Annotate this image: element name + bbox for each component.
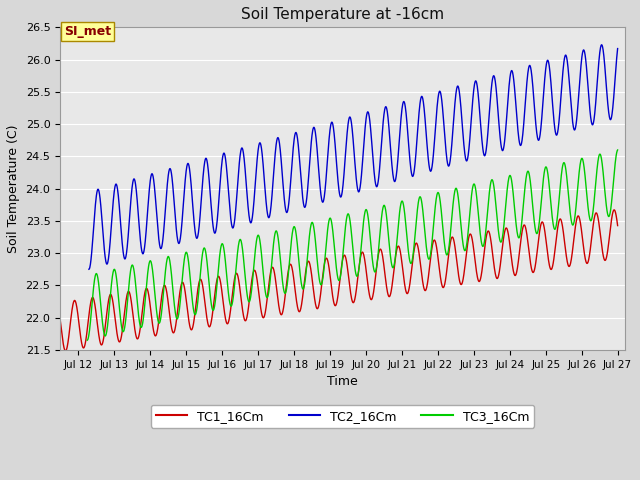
TC2_16Cm — [598, 42, 605, 48]
TC3_16Cm — [439, 225, 447, 231]
TC1_16Cm — [294, 307, 302, 313]
TC1_16Cm — [603, 253, 611, 259]
TC3_16Cm — [450, 194, 458, 200]
TC3_16Cm — [544, 170, 552, 176]
Title: Soil Temperature at -16cm: Soil Temperature at -16cm — [241, 7, 444, 22]
Legend: TC1_16Cm, TC2_16Cm, TC3_16Cm: TC1_16Cm, TC2_16Cm, TC3_16Cm — [151, 405, 534, 428]
TC1_16Cm — [543, 244, 550, 250]
TC1_16Cm — [611, 207, 618, 213]
TC1_16Cm — [120, 315, 128, 321]
TC1_16Cm — [614, 223, 621, 228]
Line: TC1_16Cm: TC1_16Cm — [60, 210, 618, 351]
TC2_16Cm — [228, 224, 236, 229]
TC2_16Cm — [460, 140, 468, 145]
Text: SI_met: SI_met — [64, 25, 111, 38]
TC3_16Cm — [484, 199, 492, 205]
Y-axis label: Soil Temperature (C): Soil Temperature (C) — [7, 124, 20, 253]
TC2_16Cm — [107, 227, 115, 233]
TC2_16Cm — [614, 46, 621, 51]
TC1_16Cm — [153, 330, 161, 336]
X-axis label: Time: Time — [327, 375, 358, 388]
TC1_16Cm — [61, 348, 69, 354]
Line: TC2_16Cm: TC2_16Cm — [89, 45, 618, 269]
TC2_16Cm — [185, 163, 193, 168]
TC2_16Cm — [241, 166, 249, 172]
TC3_16Cm — [587, 218, 595, 224]
TC1_16Cm — [56, 316, 64, 322]
TC1_16Cm — [270, 268, 278, 274]
TC3_16Cm — [614, 147, 621, 153]
TC3_16Cm — [83, 337, 91, 343]
TC3_16Cm — [152, 299, 159, 305]
Line: TC3_16Cm: TC3_16Cm — [87, 150, 618, 340]
TC2_16Cm — [347, 117, 355, 122]
TC2_16Cm — [85, 266, 93, 272]
